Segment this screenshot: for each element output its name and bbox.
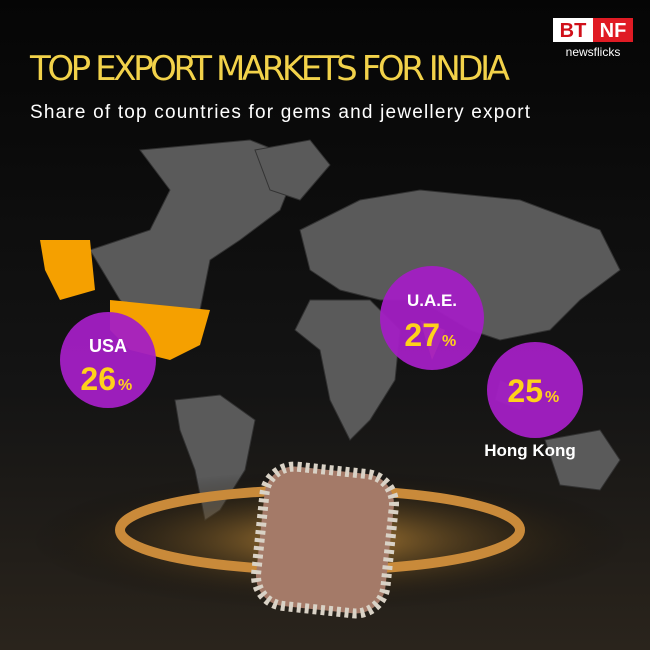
world-map: [89, 139, 621, 521]
title: TOP EXPORT MARKETS FOR INDIA: [29, 49, 510, 89]
market-value: 26: [80, 361, 116, 397]
market-bubble: [487, 342, 583, 438]
market-bubble: [60, 312, 156, 408]
logo-right-box: [593, 18, 633, 42]
logo: BT NF newsflicks: [553, 18, 633, 59]
subtitle: Share of top countries for gems and jewe…: [30, 102, 531, 123]
logo-tagline: newsflicks: [566, 45, 621, 59]
market-name: USA: [89, 336, 127, 356]
market-name: Hong Kong: [484, 441, 576, 460]
logo-left-box: [553, 18, 593, 42]
market-unit: %: [442, 333, 456, 350]
alaska-highlight: [40, 240, 95, 300]
market-unit: %: [545, 389, 559, 406]
market-unit: %: [118, 377, 132, 394]
logo-left: BT: [560, 20, 587, 42]
market-value: 27: [404, 317, 440, 353]
market-value: 25: [507, 373, 543, 409]
ring-image: [30, 461, 630, 619]
market-name: U.A.E.: [407, 291, 457, 310]
market-bubble: [380, 266, 484, 370]
market-markers: USA 26 % U.A.E. 27 % Hong Kong 25%: [60, 266, 583, 460]
logo-right: NF: [600, 20, 627, 42]
